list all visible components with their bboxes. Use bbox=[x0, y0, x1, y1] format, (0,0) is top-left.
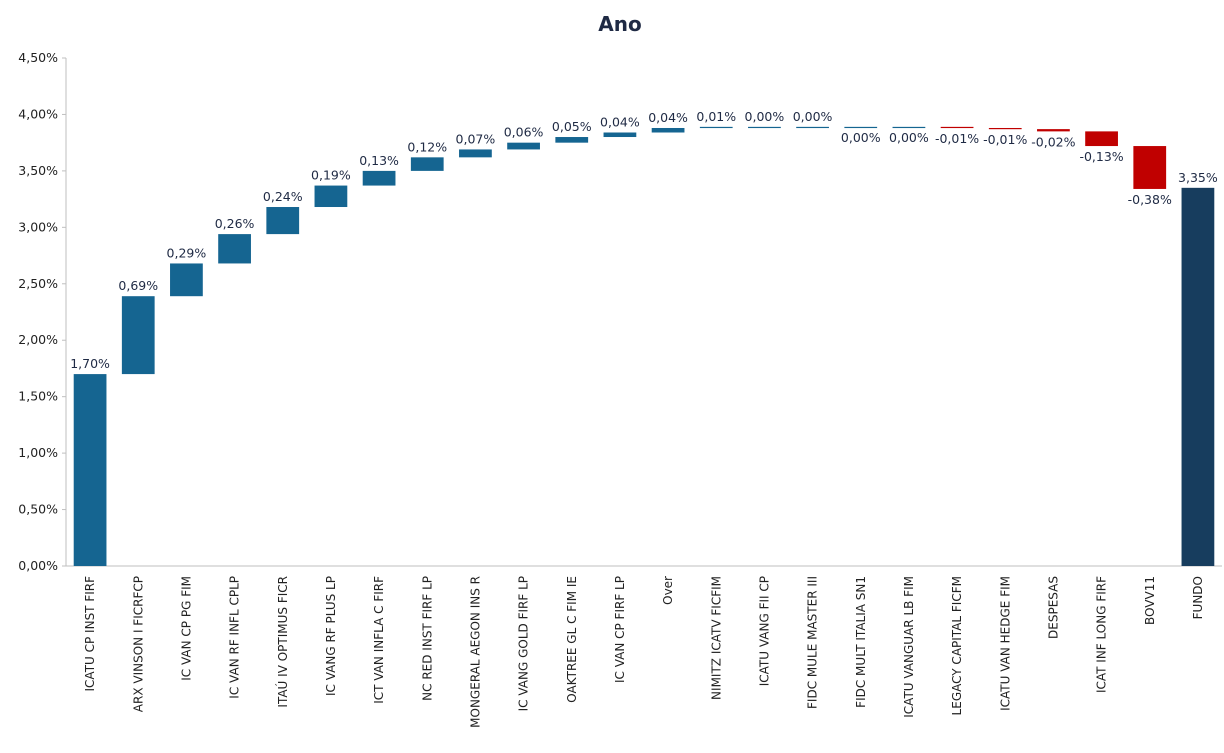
bar-data-label: 0,24% bbox=[263, 189, 303, 204]
waterfall-bar bbox=[940, 126, 974, 129]
bar-data-label: 0,00% bbox=[889, 130, 929, 145]
bar-data-label: -0,38% bbox=[1128, 192, 1172, 207]
x-category-label: IC VAN CP FIRF LP bbox=[613, 576, 627, 683]
x-category-label: ICT VAN INFLA C FIRF bbox=[372, 576, 386, 704]
y-tick-label: 1,50% bbox=[18, 389, 58, 404]
x-category-label: ARX VINSON I FICRFCP bbox=[131, 576, 145, 712]
x-category-label: MONGERAL AEGON INS R bbox=[468, 576, 482, 728]
bar-data-label: 0,13% bbox=[359, 153, 399, 168]
x-category-label: ICAT INF LONG FIRF bbox=[1095, 576, 1109, 693]
x-category-label: DESPESAS bbox=[1046, 576, 1060, 639]
x-category-label: ICATU VAN HEDGE FIM bbox=[998, 576, 1012, 711]
waterfall-bar bbox=[796, 126, 829, 129]
y-tick-label: 2,50% bbox=[18, 276, 58, 291]
waterfall-bar bbox=[892, 126, 926, 129]
bar-data-label: 0,00% bbox=[745, 109, 785, 124]
x-category-label: NC RED INST FIRF LP bbox=[420, 576, 434, 701]
waterfall-bar bbox=[651, 127, 685, 133]
waterfall-bar bbox=[218, 234, 251, 264]
x-category-label: ICATU VANGUAR LB FIM bbox=[902, 576, 916, 718]
y-tick-label: 3,00% bbox=[18, 219, 58, 234]
bar-data-label: -0,13% bbox=[1079, 149, 1123, 164]
bar-data-label: 0,29% bbox=[167, 245, 207, 260]
waterfall-bar bbox=[748, 126, 781, 129]
y-tick-label: 4,00% bbox=[18, 106, 58, 121]
y-tick-label: 1,00% bbox=[18, 445, 58, 460]
x-category-label: OAKTREE GL C FIM IE bbox=[565, 576, 579, 703]
chart-title: Ano bbox=[598, 12, 641, 36]
bar-data-label: 0,00% bbox=[793, 109, 833, 124]
waterfall-bar bbox=[459, 149, 492, 158]
x-category-label: FUNDO bbox=[1191, 576, 1205, 619]
waterfall-bar bbox=[410, 157, 444, 171]
waterfall-bar bbox=[555, 137, 589, 143]
bar-data-label: -0,01% bbox=[935, 131, 979, 146]
bar-data-label: 0,07% bbox=[456, 131, 496, 146]
x-category-label: IC VAN CP PG FIM bbox=[179, 576, 193, 681]
waterfall-bar bbox=[1181, 187, 1215, 567]
waterfall-bar bbox=[988, 127, 1022, 130]
waterfall-bar bbox=[1037, 129, 1070, 132]
y-tick-label: 3,50% bbox=[18, 163, 58, 178]
x-category-label: ICATU CP INST FIRF bbox=[83, 576, 97, 692]
waterfall-bar bbox=[1085, 131, 1118, 147]
bar-data-label: 0,19% bbox=[311, 168, 351, 183]
y-tick-label: 4,50% bbox=[18, 50, 58, 65]
x-category-label: Over bbox=[661, 576, 675, 605]
waterfall-bar bbox=[266, 207, 300, 235]
bar-data-label: -0,02% bbox=[1031, 134, 1075, 149]
y-tick-label: 0,00% bbox=[18, 558, 58, 573]
waterfall-bar bbox=[507, 142, 540, 150]
x-category-label: IC VAN RF INFL CPLP bbox=[228, 576, 242, 699]
bar-data-label: 0,00% bbox=[841, 130, 881, 145]
bar-data-label: 3,35% bbox=[1178, 170, 1218, 185]
bar-data-label: 0,05% bbox=[552, 119, 592, 134]
y-tick-label: 0,50% bbox=[18, 502, 58, 517]
x-category-label: ICATU VANG FII CP bbox=[757, 576, 771, 686]
bar-data-label: 0,04% bbox=[648, 110, 688, 125]
waterfall-bar bbox=[73, 374, 107, 566]
x-category-label: IC VANG RF PLUS LP bbox=[324, 576, 338, 696]
waterfall-bar bbox=[121, 296, 155, 375]
x-category-label: FIDC MULT ITALIA SN1 bbox=[854, 576, 868, 708]
bar-data-label: -0,01% bbox=[983, 132, 1027, 147]
y-tick-label: 2,00% bbox=[18, 332, 58, 347]
chart-bars bbox=[73, 126, 1215, 567]
x-category-label: LEGACY CAPITAL FICFM bbox=[950, 576, 964, 715]
bar-data-label: 0,69% bbox=[118, 278, 158, 293]
waterfall-bar bbox=[1133, 146, 1167, 189]
bar-data-label: 0,06% bbox=[504, 125, 544, 140]
bar-data-label: 1,70% bbox=[70, 356, 110, 371]
bar-data-label: 0,12% bbox=[407, 139, 447, 154]
waterfall-bar bbox=[362, 170, 396, 186]
x-category-label: ITAÚ IV OPTIMUS FICR bbox=[275, 576, 290, 708]
waterfall-bar bbox=[170, 263, 203, 297]
chart-axes: 0,00% 0,50% 1,00% 1,50% 2,00% 2,50% 3,00% 3,50%… bbox=[18, 50, 1222, 573]
bar-data-label: 0,26% bbox=[215, 216, 255, 231]
x-category-label: NIMITZ ICATV FICFIM bbox=[709, 576, 723, 700]
waterfall-bar bbox=[699, 126, 733, 129]
x-category-label: BOVV11 bbox=[1143, 576, 1157, 625]
x-category-label: IC VANG GOLD FIRF LP bbox=[517, 576, 531, 711]
waterfall-bar bbox=[603, 132, 637, 138]
bar-data-label: 0,01% bbox=[696, 109, 736, 124]
waterfall-bar bbox=[314, 185, 348, 208]
bar-data-label: 0,04% bbox=[600, 115, 640, 130]
x-category-label: FIDC MULE MASTER III bbox=[806, 576, 820, 709]
waterfall-bar bbox=[844, 126, 878, 129]
chart-category-labels: ICATU CP INST FIRF ARX VINSON I FICRFCP IC… bbox=[83, 576, 1205, 728]
chart-data-labels: 1,70% 0,69% 0,29% 0,26% 0,24% 0,19% 0,13% 0,12%… bbox=[70, 109, 1218, 371]
